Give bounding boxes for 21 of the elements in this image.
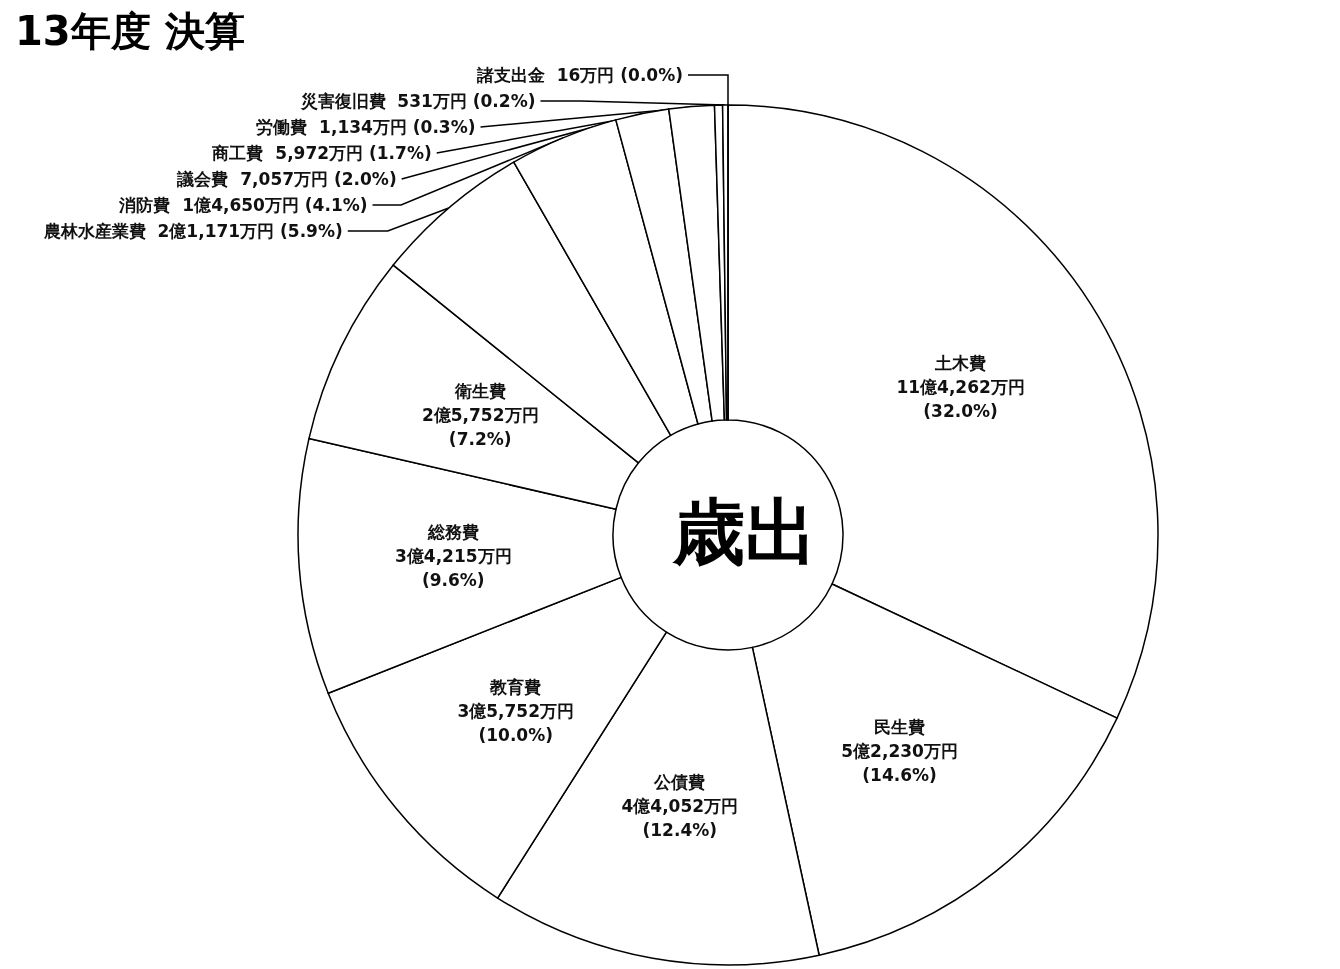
slice-label: 総務費 [426, 521, 479, 542]
slice-label: 労働費 1,134万円 (0.3%) [256, 117, 476, 137]
slice-label: 災害復旧費 531万円 (0.2%) [299, 91, 536, 111]
chart-title: 13年度 決算 [15, 8, 245, 54]
slice-label: 農林水産業費 2億1,171万円 (5.9%) [42, 221, 343, 241]
slice-label: 公債費 [653, 772, 706, 793]
data-label: 3億4,215万円 (9.6%) [394, 545, 512, 590]
slice-label: 議会費 7,057万円 (2.0%) [176, 169, 397, 189]
slice-label: 教育費 [489, 676, 542, 697]
slice-label: 土木費 [934, 353, 987, 374]
text: 歳出 [672, 488, 817, 574]
data-label: 2億5,752万円 (7.2%) [421, 404, 539, 449]
data-label: 3億5,752万円 (10.0%) [457, 700, 575, 745]
data-label: 4億4,052万円 (12.4%) [621, 796, 739, 841]
slice-label: 民生費 [874, 716, 926, 737]
slice-label: 商工費 5,972万円 (1.7%) [211, 143, 432, 163]
data-label: 5億2,230万円 (14.6%) [841, 740, 958, 785]
category-label: 諸支出金 16万円 (0.0%) [476, 65, 683, 85]
slice-label: 消防費 1億4,650万円 (4.1%) [118, 195, 368, 215]
slice-label: 衛生費 [453, 380, 506, 401]
data-label: 11億4,262万円 (32.0%) [896, 377, 1025, 422]
